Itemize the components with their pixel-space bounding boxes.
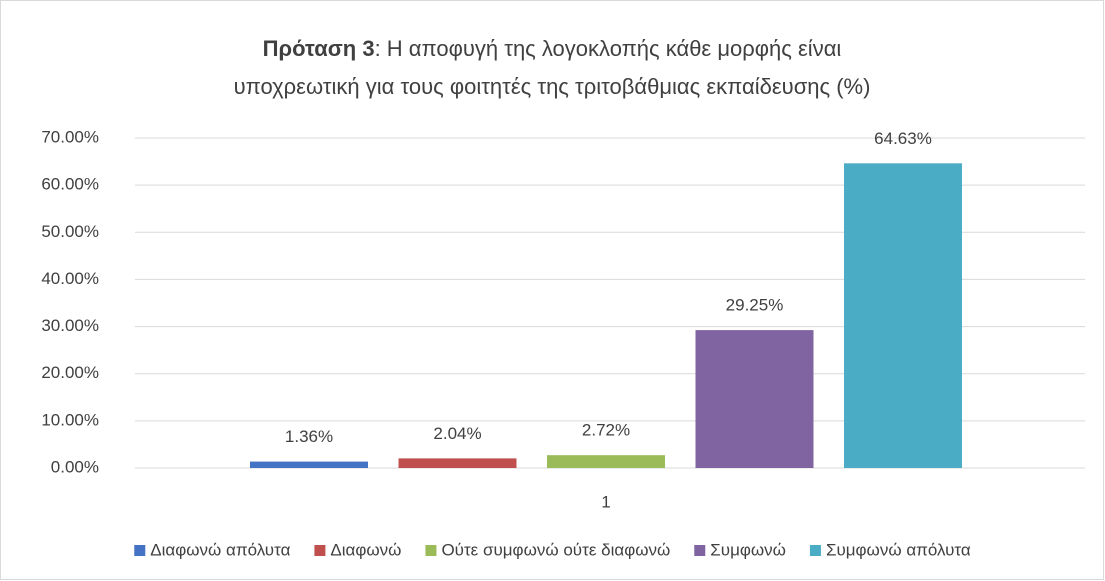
title-line: : Η αποφυγή της λογοκλοπής κάθε μορφής ε… [375,36,842,61]
data-label: 2.72% [582,421,630,440]
bar [250,461,368,468]
y-tick-label: 0.00% [51,457,99,476]
legend-label: Συμφωνώ απόλυτα [826,540,971,559]
legend-swatch [314,545,326,556]
legend-swatch [809,545,821,556]
data-label: 64.63% [874,129,932,148]
bar [844,163,962,468]
legend-label: Ούτε συμφωνώ ούτε διαφωνώ [441,540,670,559]
y-tick-label: 40.00% [41,269,99,288]
legend-swatch [694,545,706,556]
title-line: υποχρεωτική για τους φοιτητές της τριτοβ… [234,74,871,99]
title-bold: Πρόταση 3 [263,36,375,61]
legend-swatch [134,545,146,556]
x-tick-label: 1 [601,492,610,511]
y-tick-label: 70.00% [41,127,99,146]
bar [398,458,517,468]
legend-label: Διαφωνώ [330,540,401,559]
y-tick-label: 60.00% [41,175,99,194]
bar [547,455,665,468]
y-tick-label: 10.00% [41,410,99,429]
y-tick-label: 20.00% [41,363,99,382]
legend-label: Διαφωνώ απόλυτα [150,540,290,559]
bar [695,330,814,468]
data-label: 29.25% [726,296,784,315]
data-label: 2.04% [433,424,481,443]
y-tick-label: 30.00% [41,316,99,335]
chart-title: Πρόταση 3: Η αποφυγή της λογοκλοπής κάθε… [263,36,842,61]
y-tick-label: 50.00% [41,222,99,241]
legend-label: Συμφωνώ [710,540,786,559]
data-label: 1.36% [285,427,333,446]
legend-swatch [425,545,437,556]
